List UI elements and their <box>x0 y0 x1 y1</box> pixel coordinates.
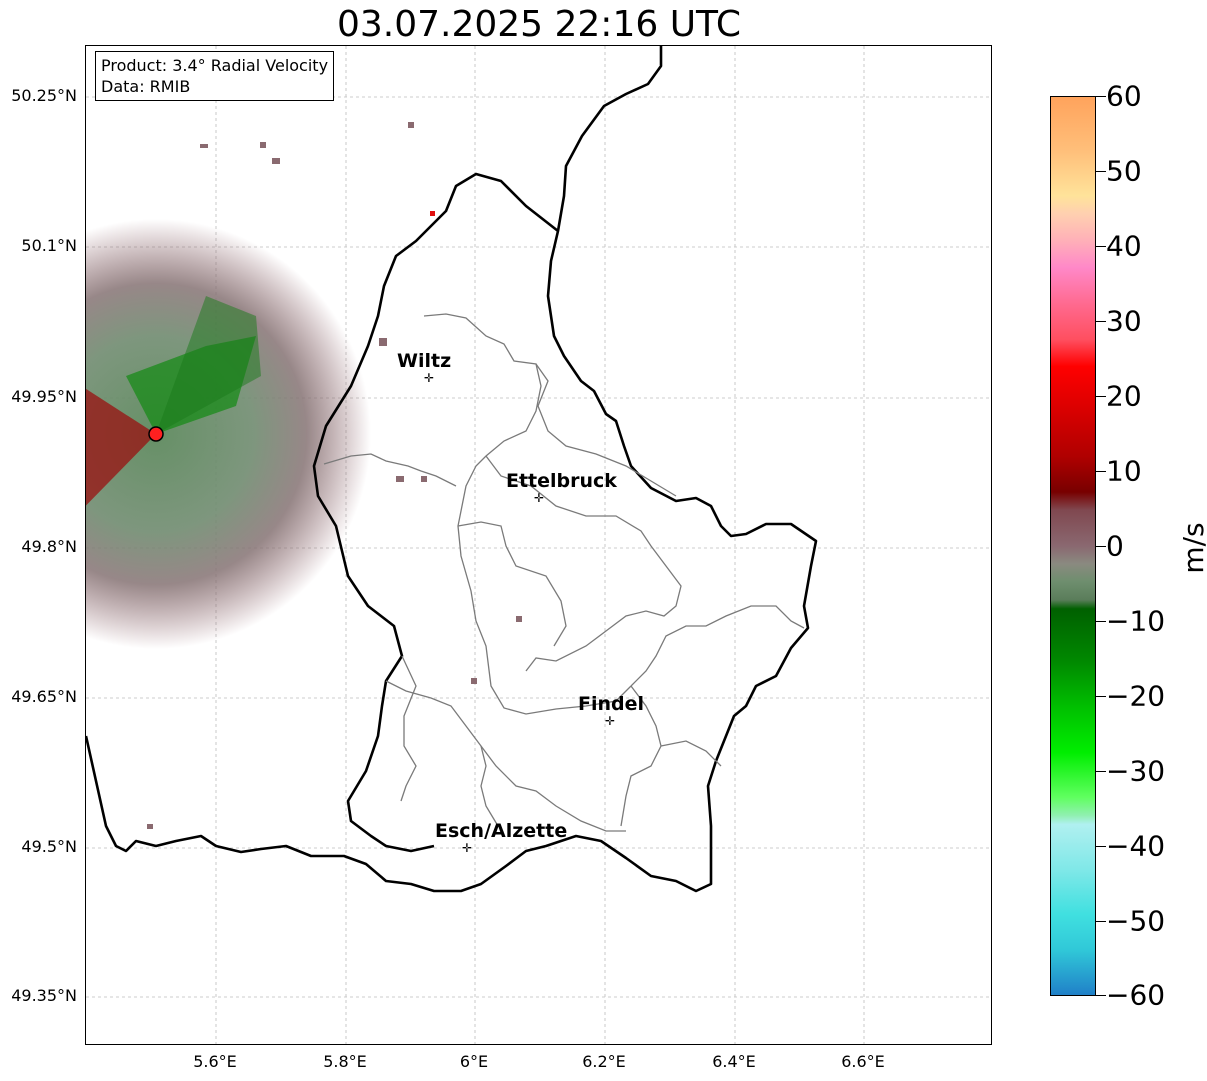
lat-tick-label: 49.8°N <box>21 537 77 556</box>
colorbar-tick <box>1096 246 1106 247</box>
colorbar-tick <box>1096 321 1106 322</box>
colorbar-tick <box>1096 621 1106 622</box>
colorbar-tick <box>1096 546 1106 547</box>
radar-velocity-field <box>86 122 522 829</box>
map-canvas <box>86 46 991 1044</box>
colorbar-tick-label: 10 <box>1106 454 1142 488</box>
colorbar-tick-label: −10 <box>1106 604 1166 638</box>
map-title: 03.07.2025 22:16 UTC <box>336 4 742 45</box>
colorbar-tick-label: −60 <box>1106 978 1166 1012</box>
lat-tick-label: 50.25°N <box>11 86 77 105</box>
colorbar-tick <box>1096 846 1106 847</box>
colorbar-tick <box>1096 96 1106 97</box>
lon-tick-label: 5.8°E <box>323 1052 367 1071</box>
colorbar-tick-label: −20 <box>1106 679 1166 713</box>
canton-borders <box>323 313 805 832</box>
colorbar-tick-label: 0 <box>1106 529 1124 563</box>
colorbar-tick-label: −50 <box>1106 904 1166 938</box>
city-label-findel: Findel <box>578 693 645 715</box>
city-label-wiltz: Wiltz <box>397 350 452 372</box>
city-marker-icon: ✛ <box>605 714 616 728</box>
colorbar-tick-label: 40 <box>1106 229 1142 263</box>
lat-tick-label: 49.95°N <box>11 387 77 406</box>
colorbar-tick <box>1096 995 1106 996</box>
colorbar-tick-label: 30 <box>1106 304 1142 338</box>
lon-tick-label: 6.4°E <box>712 1052 756 1071</box>
product-info-box: Product: 3.4° Radial Velocity Data: RMIB <box>95 51 335 101</box>
lat-tick-label: 49.35°N <box>11 986 77 1005</box>
velocity-colorbar <box>1050 96 1096 996</box>
lon-tick-label: 5.6°E <box>193 1052 237 1071</box>
lon-tick-label: 6.6°E <box>841 1052 885 1071</box>
colorbar-tick-label: 20 <box>1106 379 1142 413</box>
colorbar-tick <box>1096 921 1106 922</box>
data-source-label: Data: RMIB <box>101 77 191 96</box>
colorbar-tick <box>1096 771 1106 772</box>
colorbar-tick-label: −40 <box>1106 829 1166 863</box>
lon-tick-label: 6°E <box>459 1052 489 1071</box>
colorbar-tick <box>1096 171 1106 172</box>
product-label: Product: 3.4° Radial Velocity <box>101 56 329 75</box>
lon-tick-label: 6.2°E <box>582 1052 626 1071</box>
city-marker-icon: ✛ <box>462 841 473 855</box>
city-marker-icon: ✛ <box>424 371 435 385</box>
colorbar-tick <box>1096 396 1106 397</box>
city-label-esch-alzette: Esch/Alzette <box>435 820 568 842</box>
city-label-ettelbruck: Ettelbruck <box>506 470 617 492</box>
colorbar-tick <box>1096 696 1106 697</box>
lat-tick-label: 50.1°N <box>21 236 77 255</box>
country-border-west <box>312 172 559 853</box>
lat-tick-label: 49.65°N <box>11 687 77 706</box>
colorbar-unit-label: m/s <box>1177 522 1207 574</box>
city-marker-icon: ✛ <box>534 491 545 505</box>
colorbar-tick-label: 50 <box>1106 154 1142 188</box>
colorbar-tick-label: 60 <box>1106 79 1142 113</box>
colorbar-tick <box>1096 471 1106 472</box>
map-area[interactable] <box>85 45 992 1045</box>
colorbar-tick-label: −30 <box>1106 754 1166 788</box>
lat-tick-label: 49.5°N <box>21 837 77 856</box>
country-border <box>86 46 818 893</box>
